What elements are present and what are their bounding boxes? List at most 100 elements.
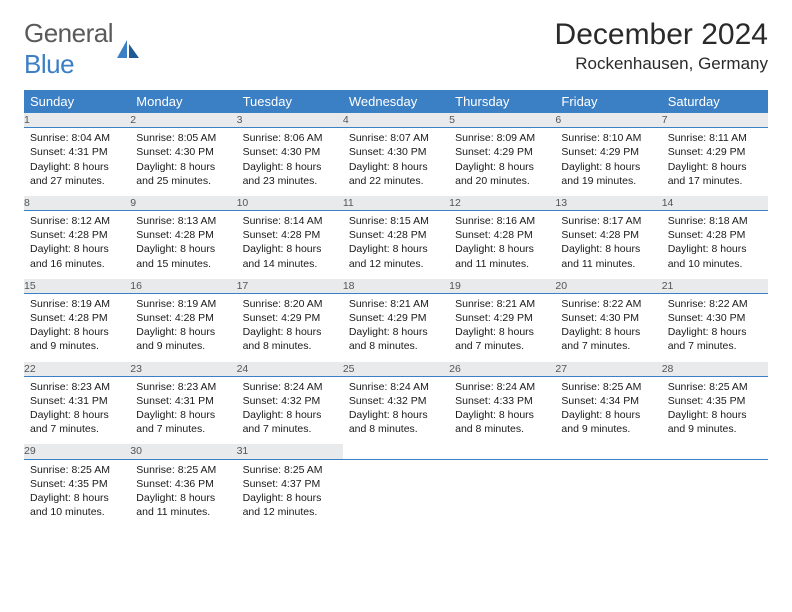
- sunset-value: 4:29 PM: [281, 312, 320, 324]
- sunset-value: 4:36 PM: [175, 478, 214, 490]
- sunset-value: 4:28 PM: [69, 312, 108, 324]
- sunrise-label: Sunrise:: [136, 298, 175, 310]
- sunrise-label: Sunrise:: [455, 298, 494, 310]
- sunset-value: 4:28 PM: [494, 229, 533, 241]
- logo-word-2: Blue: [24, 49, 74, 79]
- sunrise-label: Sunrise:: [243, 381, 282, 393]
- sunrise-label: Sunrise:: [668, 132, 707, 144]
- daylight-label: Daylight:: [243, 161, 284, 173]
- sunset-value: 4:31 PM: [69, 146, 108, 158]
- sunset-label: Sunset:: [561, 146, 597, 158]
- day-number: 8: [24, 196, 130, 211]
- weekday-header: Wednesday: [343, 90, 449, 113]
- sunset-label: Sunset:: [668, 312, 704, 324]
- day-details: Sunrise: 8:21 AMSunset: 4:29 PMDaylight:…: [343, 294, 449, 362]
- sunrise-value: 8:10 AM: [603, 132, 642, 144]
- sunset-label: Sunset:: [30, 395, 66, 407]
- daylight-label: Daylight:: [561, 243, 602, 255]
- logo-text: General Blue: [24, 18, 113, 80]
- day-cell: Sunrise: 8:25 AMSunset: 4:34 PMDaylight:…: [555, 376, 661, 444]
- day-number: 29: [24, 444, 130, 459]
- day-content-row: Sunrise: 8:04 AMSunset: 4:31 PMDaylight:…: [24, 128, 768, 196]
- day-details: Sunrise: 8:19 AMSunset: 4:28 PMDaylight:…: [24, 294, 130, 362]
- sunrise-label: Sunrise:: [349, 381, 388, 393]
- day-details: Sunrise: 8:25 AMSunset: 4:34 PMDaylight:…: [555, 377, 661, 445]
- sunrise-value: 8:07 AM: [390, 132, 429, 144]
- sunrise-value: 8:06 AM: [284, 132, 323, 144]
- sunset-value: 4:32 PM: [281, 395, 320, 407]
- day-cell: Sunrise: 8:19 AMSunset: 4:28 PMDaylight:…: [130, 293, 236, 361]
- day-cell: Sunrise: 8:20 AMSunset: 4:29 PMDaylight:…: [237, 293, 343, 361]
- day-cell: Sunrise: 8:12 AMSunset: 4:28 PMDaylight:…: [24, 211, 130, 279]
- daylight-label: Daylight:: [243, 409, 284, 421]
- month-title: December 2024: [555, 18, 768, 52]
- day-details: Sunrise: 8:24 AMSunset: 4:33 PMDaylight:…: [449, 377, 555, 445]
- sunset-value: 4:28 PM: [281, 229, 320, 241]
- sunset-value: 4:32 PM: [387, 395, 426, 407]
- day-cell: Sunrise: 8:25 AMSunset: 4:37 PMDaylight:…: [237, 459, 343, 527]
- day-details: Sunrise: 8:16 AMSunset: 4:28 PMDaylight:…: [449, 211, 555, 279]
- sunrise-label: Sunrise:: [455, 132, 494, 144]
- day-content-row: Sunrise: 8:19 AMSunset: 4:28 PMDaylight:…: [24, 293, 768, 361]
- day-cell: Sunrise: 8:23 AMSunset: 4:31 PMDaylight:…: [130, 376, 236, 444]
- sunset-label: Sunset:: [243, 229, 279, 241]
- daylight-label: Daylight:: [30, 161, 71, 173]
- daylight-label: Daylight:: [30, 409, 71, 421]
- sunrise-label: Sunrise:: [243, 215, 282, 227]
- daylight-label: Daylight:: [136, 492, 177, 504]
- sunrise-label: Sunrise:: [136, 464, 175, 476]
- daylight-label: Daylight:: [30, 243, 71, 255]
- day-cell: Sunrise: 8:04 AMSunset: 4:31 PMDaylight:…: [24, 128, 130, 196]
- daylight-label: Daylight:: [349, 161, 390, 173]
- day-cell: [662, 459, 768, 527]
- day-details: Sunrise: 8:15 AMSunset: 4:28 PMDaylight:…: [343, 211, 449, 279]
- day-cell: Sunrise: 8:13 AMSunset: 4:28 PMDaylight:…: [130, 211, 236, 279]
- sunrise-label: Sunrise:: [561, 215, 600, 227]
- sunset-label: Sunset:: [561, 395, 597, 407]
- sunrise-value: 8:19 AM: [178, 298, 217, 310]
- day-details: Sunrise: 8:04 AMSunset: 4:31 PMDaylight:…: [24, 128, 130, 196]
- sunrise-label: Sunrise:: [561, 381, 600, 393]
- sunrise-value: 8:16 AM: [497, 215, 536, 227]
- sunset-label: Sunset:: [136, 229, 172, 241]
- location: Rockenhausen, Germany: [555, 54, 768, 74]
- day-number: 13: [555, 196, 661, 211]
- sunrise-value: 8:14 AM: [284, 215, 323, 227]
- day-number: 9: [130, 196, 236, 211]
- day-details: Sunrise: 8:23 AMSunset: 4:31 PMDaylight:…: [24, 377, 130, 445]
- sunset-label: Sunset:: [349, 312, 385, 324]
- sunrise-label: Sunrise:: [136, 381, 175, 393]
- day-cell: Sunrise: 8:21 AMSunset: 4:29 PMDaylight:…: [449, 293, 555, 361]
- day-number: 30: [130, 444, 236, 459]
- sunrise-label: Sunrise:: [668, 215, 707, 227]
- daynum-row: 891011121314: [24, 196, 768, 211]
- sunset-value: 4:34 PM: [600, 395, 639, 407]
- sunset-label: Sunset:: [668, 229, 704, 241]
- sunrise-value: 8:22 AM: [709, 298, 748, 310]
- day-number: 3: [237, 113, 343, 128]
- sunset-label: Sunset:: [349, 229, 385, 241]
- sunrise-label: Sunrise:: [455, 215, 494, 227]
- sunrise-value: 8:25 AM: [71, 464, 110, 476]
- day-cell: Sunrise: 8:09 AMSunset: 4:29 PMDaylight:…: [449, 128, 555, 196]
- calendar-table: SundayMondayTuesdayWednesdayThursdayFrid…: [24, 90, 768, 527]
- day-cell: [343, 459, 449, 527]
- sunset-value: 4:30 PM: [600, 312, 639, 324]
- day-number: 16: [130, 279, 236, 294]
- sunset-value: 4:29 PM: [494, 146, 533, 158]
- daylight-label: Daylight:: [668, 243, 709, 255]
- daylight-label: Daylight:: [243, 492, 284, 504]
- day-details: Sunrise: 8:18 AMSunset: 4:28 PMDaylight:…: [662, 211, 768, 279]
- sunrise-label: Sunrise:: [136, 132, 175, 144]
- day-content-row: Sunrise: 8:23 AMSunset: 4:31 PMDaylight:…: [24, 376, 768, 444]
- day-details: Sunrise: 8:11 AMSunset: 4:29 PMDaylight:…: [662, 128, 768, 196]
- day-cell: Sunrise: 8:22 AMSunset: 4:30 PMDaylight:…: [555, 293, 661, 361]
- sunset-value: 4:28 PM: [175, 312, 214, 324]
- sunset-label: Sunset:: [561, 312, 597, 324]
- day-cell: Sunrise: 8:06 AMSunset: 4:30 PMDaylight:…: [237, 128, 343, 196]
- weekday-header: Monday: [130, 90, 236, 113]
- sunset-label: Sunset:: [668, 146, 704, 158]
- day-number: 24: [237, 362, 343, 377]
- day-number: 25: [343, 362, 449, 377]
- day-details: Sunrise: 8:19 AMSunset: 4:28 PMDaylight:…: [130, 294, 236, 362]
